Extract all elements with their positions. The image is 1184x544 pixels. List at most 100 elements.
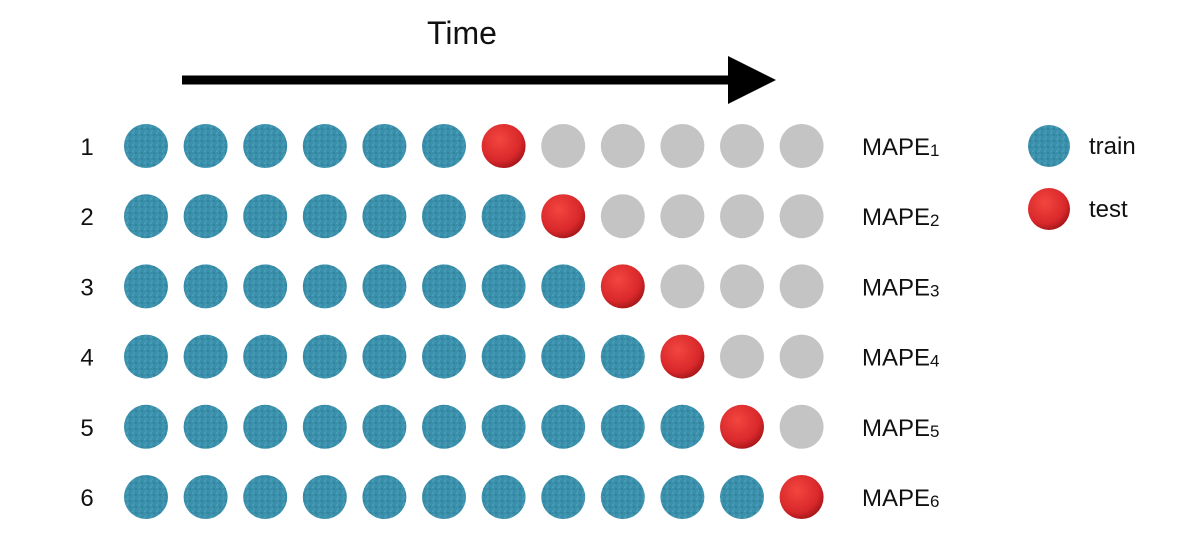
train-dot — [422, 124, 466, 168]
metric-subscript: 3 — [930, 281, 939, 300]
fold-number: 6 — [80, 485, 93, 512]
metric-name: MAPE — [862, 274, 930, 301]
train-dot — [302, 475, 347, 519]
train-dot — [362, 264, 407, 309]
train-dot — [541, 334, 586, 379]
train-dot — [243, 264, 288, 309]
metric-name: MAPE — [862, 485, 930, 512]
fold-metric: MAPE4 — [862, 345, 939, 372]
unused-dot — [779, 404, 824, 449]
unused-dot — [541, 124, 586, 168]
train-dot — [243, 404, 288, 449]
fold-number: 2 — [80, 204, 93, 231]
fold-number: 3 — [80, 274, 93, 301]
train-dot — [481, 264, 526, 309]
train-dot — [124, 264, 168, 309]
train-dot — [422, 194, 466, 239]
train-dot — [362, 124, 407, 168]
train-dot — [302, 124, 347, 168]
unused-dot — [600, 194, 645, 239]
test-dot — [720, 404, 764, 449]
unused-dot — [720, 334, 764, 379]
time-arrow-head — [728, 56, 776, 104]
unused-dot — [660, 264, 705, 309]
train-dot — [183, 404, 228, 449]
train-dot — [124, 404, 168, 449]
train-dot — [243, 475, 288, 519]
fold-row: 4 MAPE4 — [80, 334, 939, 379]
fold-row: 2 MAPE2 — [80, 194, 939, 239]
train-dot — [302, 264, 347, 309]
train-dot — [660, 475, 705, 519]
train-dot — [422, 475, 466, 519]
train-dot — [481, 475, 526, 519]
fold-number: 4 — [80, 345, 93, 372]
train-dot — [481, 194, 526, 239]
train-dot — [183, 194, 228, 239]
train-dot — [362, 194, 407, 239]
train-dot — [541, 475, 586, 519]
train-dot — [541, 404, 586, 449]
train-dot — [243, 194, 288, 239]
train-dot — [660, 404, 705, 449]
train-dot — [302, 404, 347, 449]
unused-dot — [660, 124, 705, 168]
unused-dot — [600, 124, 645, 168]
train-dot — [720, 475, 764, 519]
metric-subscript: 1 — [930, 141, 939, 160]
fold-row: 5 MAPE5 — [80, 404, 939, 449]
metric-subscript: 6 — [930, 492, 939, 511]
test-dot — [481, 124, 526, 168]
train-dot — [422, 334, 466, 379]
train-dot — [124, 124, 168, 168]
metric-name: MAPE — [862, 345, 930, 372]
unused-dot — [720, 264, 764, 309]
diagram-title: Time — [427, 15, 497, 51]
train-dot — [362, 475, 407, 519]
train-dot — [302, 334, 347, 379]
train-dot — [362, 334, 407, 379]
legend-label: train — [1089, 133, 1136, 160]
train-dot — [183, 475, 228, 519]
unused-dot — [660, 194, 705, 239]
metric-subscript: 4 — [930, 352, 939, 371]
metric-subscript: 2 — [930, 211, 939, 230]
time-arrow — [182, 56, 776, 104]
unused-dot — [779, 194, 824, 239]
unused-dot — [779, 264, 824, 309]
train-dot — [422, 264, 466, 309]
fold-row: 3 MAPE3 — [80, 264, 939, 309]
fold-metric: MAPE5 — [862, 415, 939, 442]
train-dot — [243, 334, 288, 379]
test-dot — [541, 194, 586, 239]
test-dot — [600, 264, 645, 309]
legend: train test — [1028, 125, 1136, 230]
train-dot — [422, 404, 466, 449]
train-dot — [600, 475, 645, 519]
fold-metric: MAPE2 — [862, 204, 939, 231]
unused-dot — [720, 194, 764, 239]
fold-row: 6 MAPE6 — [80, 475, 939, 519]
train-dot — [124, 334, 168, 379]
fold-number: 5 — [80, 415, 93, 442]
metric-name: MAPE — [862, 415, 930, 442]
test-dot — [660, 334, 705, 379]
train-dot — [600, 334, 645, 379]
train-dot — [302, 194, 347, 239]
fold-row: 1 MAPE1 — [80, 124, 939, 168]
metric-name: MAPE — [862, 134, 930, 161]
legend-item-test: test — [1028, 188, 1128, 230]
unused-dot — [779, 124, 824, 168]
fold-metric: MAPE6 — [862, 485, 939, 512]
unused-dot — [779, 334, 824, 379]
train-dot — [183, 334, 228, 379]
legend-label: test — [1089, 196, 1128, 223]
metric-name: MAPE — [862, 204, 930, 231]
test-dot — [779, 475, 824, 519]
train-dot — [481, 404, 526, 449]
fold-metric: MAPE1 — [862, 134, 939, 161]
train-dot — [124, 194, 168, 239]
train-dot — [481, 334, 526, 379]
